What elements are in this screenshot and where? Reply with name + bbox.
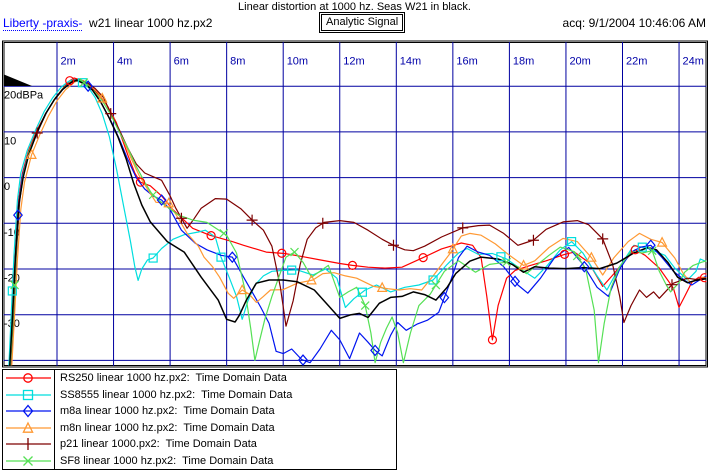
legend-item-m8a[interactable]: m8a linear 1000 hz.px2: Time Domain Data xyxy=(3,403,396,420)
svg-text:2m: 2m xyxy=(61,56,76,68)
svg-text:6m: 6m xyxy=(174,56,189,68)
svg-text:14m: 14m xyxy=(400,56,421,68)
axis-cursor-triangle[interactable] xyxy=(4,74,32,87)
file-name-label: w21 linear 1000 hz.px2 xyxy=(82,16,213,30)
svg-text:22m: 22m xyxy=(626,56,647,68)
svg-text:20m: 20m xyxy=(569,56,590,68)
svg-text:12m: 12m xyxy=(343,56,364,68)
grid xyxy=(3,42,707,366)
plot-border-inner xyxy=(3,42,707,366)
legend-item-rs250[interactable]: RS250 linear 1000 hz.px2: Time Domain Da… xyxy=(3,370,396,387)
legend-item-label: m8n linear 1000 hz.px2: Time Domain Data xyxy=(60,421,275,434)
analytic-signal-button[interactable]: Analytic Signal xyxy=(318,12,406,33)
svg-text:20dBPa: 20dBPa xyxy=(4,90,44,102)
legend-item-label: SS8555 linear 1000 hz.px2: Time Domain D… xyxy=(60,388,293,401)
svg-text:16m: 16m xyxy=(456,56,477,68)
x-axis-ticks: 2m 4m 6m 8m 10m 12m 14m 16m 18m 20m 22m 24m xyxy=(61,56,704,68)
legend-square-marker-icon xyxy=(6,386,55,403)
svg-text:4m: 4m xyxy=(117,56,132,68)
legend-triangle-marker-icon xyxy=(6,419,55,436)
svg-text:0: 0 xyxy=(4,181,10,193)
legend-item-label: p21 linear 1000.px2: Time Domain Data xyxy=(60,438,257,451)
header-left: Liberty -praxis- w21 linear 1000 hz.px2 xyxy=(3,16,213,31)
acquisition-timestamp: acq: 9/1/2004 10:46:06 AM xyxy=(562,16,706,30)
svg-text:10m: 10m xyxy=(287,56,308,68)
legend-item-label: m8a linear 1000 hz.px2: Time Domain Data xyxy=(60,405,275,418)
trace-markers xyxy=(7,76,707,366)
series-SF8-trace xyxy=(9,79,707,366)
plot-border xyxy=(2,40,708,368)
svg-text:18m: 18m xyxy=(513,56,534,68)
legend-diamond-marker-icon xyxy=(6,403,55,420)
legend-box: RS250 linear 1000 hz.px2: Time Domain Da… xyxy=(2,369,397,470)
svg-text:8m: 8m xyxy=(230,56,245,68)
legend-circle-marker-icon xyxy=(6,370,55,387)
app-title-link[interactable]: Liberty -praxis- xyxy=(3,16,83,31)
legend-plus-marker-icon xyxy=(6,436,55,453)
series-RS250-trace xyxy=(9,77,707,366)
legend-item-m8n[interactable]: m8n linear 1000 hz.px2: Time Domain Data xyxy=(3,419,396,436)
legend-x-marker-icon xyxy=(6,452,55,469)
legend-item-label: RS250 linear 1000 hz.px2: Time Domain Da… xyxy=(60,372,287,385)
legend-item-p21[interactable]: p21 linear 1000.px2: Time Domain Data xyxy=(3,436,396,453)
legend-item-label: SF8 linear 1000 hz.px2: Time Domain Data xyxy=(60,454,274,467)
legend-item-ss8555[interactable]: SS8555 linear 1000 hz.px2: Time Domain D… xyxy=(3,386,396,403)
legend-item-sf8[interactable]: SF8 linear 1000 hz.px2: Time Domain Data xyxy=(3,452,396,469)
series-w21-trace xyxy=(9,79,707,366)
svg-text:24m: 24m xyxy=(683,56,704,68)
svg-text:10: 10 xyxy=(4,135,16,147)
chart-title: Linear distortion at 1000 hz. Seas W21 i… xyxy=(238,1,471,13)
